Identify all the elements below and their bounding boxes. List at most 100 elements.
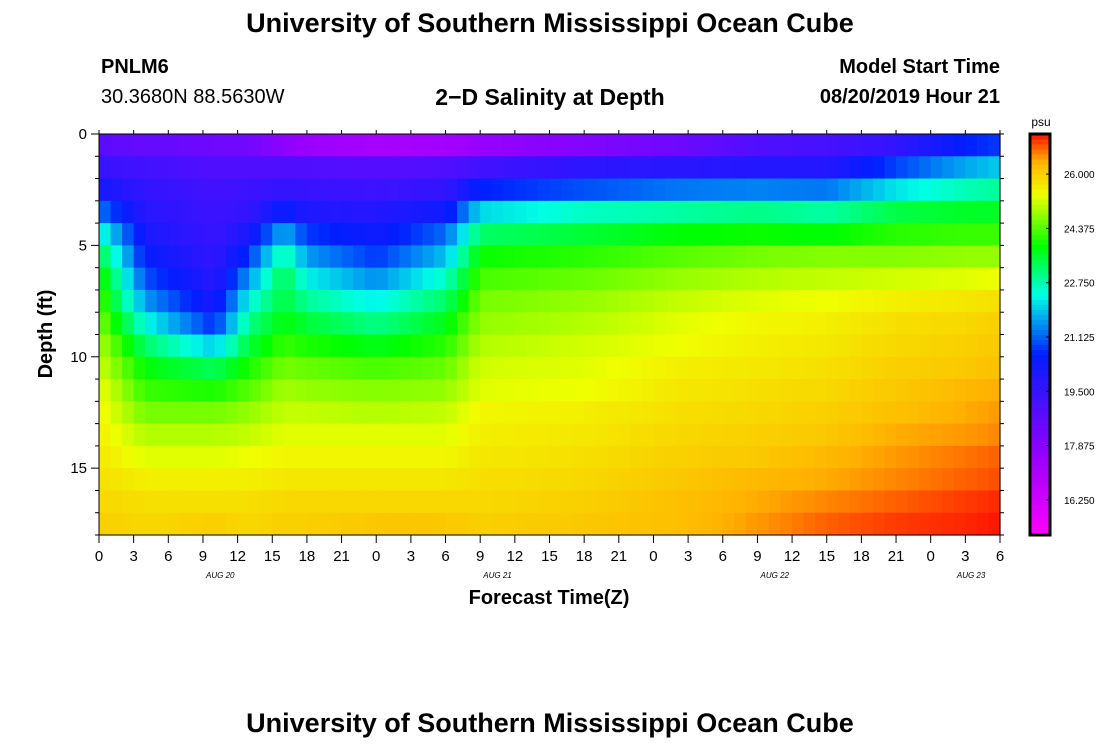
heatmap-cell (168, 356, 181, 380)
heatmap-cell (849, 334, 862, 358)
heatmap-cell (688, 445, 701, 469)
heatmap-cell (815, 200, 828, 224)
footer-title: University of Southern Mississippi Ocean… (246, 708, 854, 738)
heatmap-cell (99, 245, 112, 269)
heatmap-cell (872, 200, 886, 224)
heatmap-cell (838, 178, 851, 202)
heatmap-cell (607, 445, 620, 469)
heatmap-cell (861, 490, 874, 514)
heatmap-cell (815, 156, 828, 180)
heatmap-cell (826, 334, 839, 358)
heatmap-cell (907, 178, 920, 202)
heatmap-cell (295, 445, 308, 469)
heatmap-cell (514, 401, 527, 425)
heatmap-cell (514, 356, 527, 380)
heatmap-cell (306, 423, 320, 447)
heatmap-cell (768, 512, 782, 536)
heatmap-cell (838, 334, 851, 358)
heatmap-cell (988, 379, 1001, 402)
heatmap-cell (410, 156, 424, 180)
heatmap-cell (780, 423, 793, 447)
heatmap-cell (318, 468, 331, 492)
heatmap-cell (341, 445, 354, 469)
heatmap-cell (480, 379, 493, 402)
heatmap-cell (792, 512, 805, 536)
heatmap-cell (630, 156, 643, 180)
heatmap-cell (410, 223, 424, 246)
heatmap-cell (641, 468, 655, 492)
heatmap-cell (99, 356, 112, 380)
heatmap-cell (549, 134, 562, 157)
heatmap-cell (399, 334, 412, 358)
heatmap-cell (526, 356, 539, 380)
heatmap-cell (99, 156, 112, 180)
heatmap-cell (249, 334, 262, 358)
heatmap-cell (561, 423, 574, 447)
heatmap-cell (722, 267, 735, 291)
heatmap-cell (353, 379, 366, 402)
heatmap-cell (745, 289, 759, 313)
heatmap-cell (480, 245, 493, 269)
colorbar-segment (1030, 169, 1050, 175)
heatmap-cell (561, 156, 574, 180)
heatmap-cell (99, 423, 112, 447)
heatmap-cell (318, 178, 331, 202)
heatmap-cell (191, 312, 204, 336)
heatmap-cell (99, 267, 112, 291)
heatmap-cell (768, 156, 782, 180)
heatmap-cell (815, 423, 828, 447)
heatmap-cell (919, 490, 932, 514)
heatmap-cell (618, 156, 631, 180)
heatmap-cell (919, 445, 932, 469)
heatmap-cell (341, 401, 354, 425)
heatmap-cell (110, 156, 123, 180)
heatmap-cell (584, 289, 597, 313)
heatmap-cell (768, 312, 782, 336)
heatmap-cell (445, 468, 458, 492)
colorbar-segment (1030, 229, 1050, 235)
heatmap-cell (376, 267, 389, 291)
heatmap-cell (653, 445, 666, 469)
colorbar-segment (1030, 284, 1050, 290)
heatmap-cell (537, 423, 551, 447)
heatmap-cell (537, 200, 551, 224)
heatmap-cell (503, 312, 516, 336)
heatmap-cell (561, 468, 574, 492)
heatmap-cell (399, 200, 412, 224)
heatmap-cell (930, 468, 943, 492)
heatmap-cell (676, 512, 689, 536)
heatmap-cell (295, 468, 308, 492)
heatmap-cell (168, 223, 181, 246)
heatmap-cell (942, 423, 955, 447)
heatmap-cell (838, 468, 851, 492)
heatmap-cell (953, 245, 966, 269)
heatmap-cell (537, 379, 551, 402)
heatmap-cell (549, 490, 562, 514)
heatmap-cell (711, 356, 724, 380)
heatmap-cell (457, 468, 470, 492)
heatmap-cell (942, 512, 955, 536)
heatmap-cell (618, 267, 631, 291)
heatmap-cell (838, 134, 851, 157)
heatmap-cell (792, 312, 805, 336)
heatmap-cell (930, 267, 943, 291)
x-tick-label: 0 (372, 548, 380, 565)
heatmap-cell (191, 468, 204, 492)
colorbar-segment (1030, 329, 1050, 335)
heatmap-cell (110, 490, 123, 514)
heatmap-cell (214, 468, 227, 492)
heatmap-cell (884, 267, 897, 291)
heatmap-cell (433, 512, 447, 536)
heatmap-cell (283, 267, 296, 291)
heatmap-cell (191, 178, 204, 202)
heatmap-cell (976, 445, 990, 469)
heatmap-cell (110, 178, 123, 202)
heatmap-cell (272, 401, 285, 425)
heatmap-cell (433, 178, 447, 202)
y-tick-label: 10 (70, 349, 87, 366)
heatmap-cell (410, 289, 424, 313)
heatmap-cell (907, 289, 920, 313)
heatmap-cell (872, 178, 886, 202)
heatmap-cell (191, 156, 204, 180)
heatmap-cell (99, 512, 112, 536)
